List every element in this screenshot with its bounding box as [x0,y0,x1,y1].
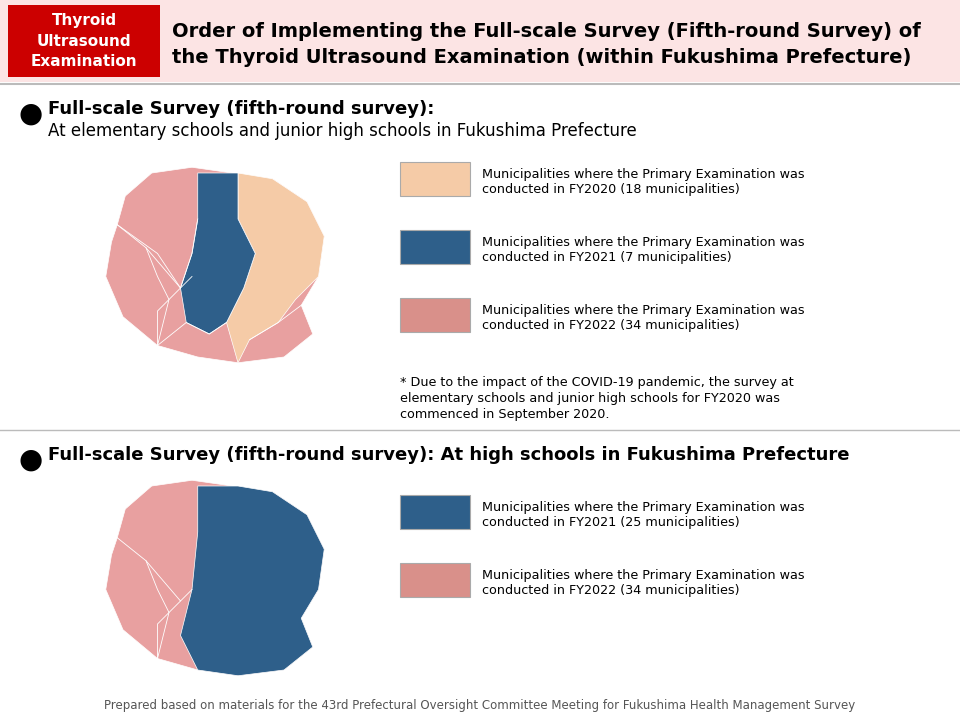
Text: Full-scale Survey (fifth-round survey):: Full-scale Survey (fifth-round survey): [48,100,434,118]
Text: Order of Implementing the Full-scale Survey (Fifth-round Survey) of: Order of Implementing the Full-scale Sur… [172,22,921,41]
Text: Municipalities where the Primary Examination was: Municipalities where the Primary Examina… [482,304,804,317]
Text: Municipalities where the Primary Examination was: Municipalities where the Primary Examina… [482,236,804,249]
Text: conducted in FY2022 (34 municipalities): conducted in FY2022 (34 municipalities) [482,584,739,597]
Bar [400,162,470,196]
Text: Municipalities where the Primary Examination was: Municipalities where the Primary Examina… [482,168,804,181]
Text: elementary schools and junior high schools for FY2020 was: elementary schools and junior high schoo… [400,392,780,405]
Text: ●: ● [18,446,42,474]
Text: Municipalities where the Primary Examination was: Municipalities where the Primary Examina… [482,569,804,582]
Polygon shape [106,480,324,676]
Text: conducted in FY2022 (34 municipalities): conducted in FY2022 (34 municipalities) [482,319,739,332]
Text: conducted in FY2020 (18 municipalities): conducted in FY2020 (18 municipalities) [482,183,740,196]
Polygon shape [180,173,255,334]
Bar [0,0,960,82]
Text: ●: ● [18,100,42,128]
Text: the Thyroid Ultrasound Examination (within Fukushima Prefecture): the Thyroid Ultrasound Examination (with… [172,48,911,67]
Text: * Due to the impact of the COVID-19 pandemic, the survey at: * Due to the impact of the COVID-19 pand… [400,376,794,389]
Polygon shape [180,486,324,676]
Polygon shape [227,173,324,363]
Text: Municipalities where the Primary Examination was: Municipalities where the Primary Examina… [482,501,804,514]
Polygon shape [106,167,324,363]
Bar [400,298,470,332]
Bar [400,495,470,529]
Bar [400,563,470,597]
Text: commenced in September 2020.: commenced in September 2020. [400,408,610,421]
Text: conducted in FY2021 (25 municipalities): conducted in FY2021 (25 municipalities) [482,516,739,529]
Text: Full-scale Survey (fifth-round survey): At high schools in Fukushima Prefecture: Full-scale Survey (fifth-round survey): … [48,446,850,464]
Bar [400,230,470,264]
Bar [8,5,160,77]
Text: Thyroid
Ultrasound
Examination: Thyroid Ultrasound Examination [31,12,137,70]
Text: Prepared based on materials for the 43rd Prefectural Oversight Committee Meeting: Prepared based on materials for the 43rd… [105,698,855,711]
Text: conducted in FY2021 (7 municipalities): conducted in FY2021 (7 municipalities) [482,251,732,264]
Text: At elementary schools and junior high schools in Fukushima Prefecture: At elementary schools and junior high sc… [48,122,636,140]
